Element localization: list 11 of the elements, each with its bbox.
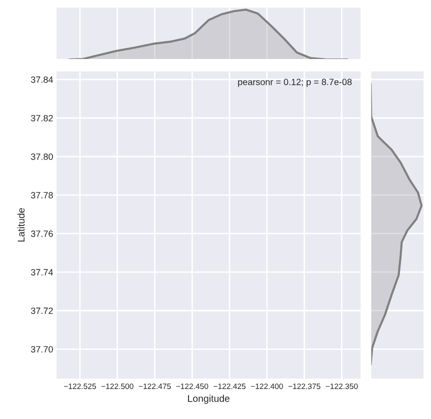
y-tick-label: 37.72 (31, 308, 53, 314)
y-axis-title: Latitude (17, 208, 25, 242)
y-tick-label: 37.76 (31, 230, 53, 237)
y-tick-label: 37.82 (31, 114, 53, 122)
y-tick-label: 37.84 (31, 76, 53, 83)
y-tick-label: 37.74 (31, 269, 53, 276)
annotation: pearsonr = 0.12; p = 8.7e-08 (238, 78, 352, 87)
y-tick-label: 37.70 (31, 346, 53, 353)
x-axis-title: Longitude (188, 394, 230, 404)
y-tick-label: 37.78 (31, 192, 53, 198)
y-tick-label: 37.80 (31, 153, 53, 160)
